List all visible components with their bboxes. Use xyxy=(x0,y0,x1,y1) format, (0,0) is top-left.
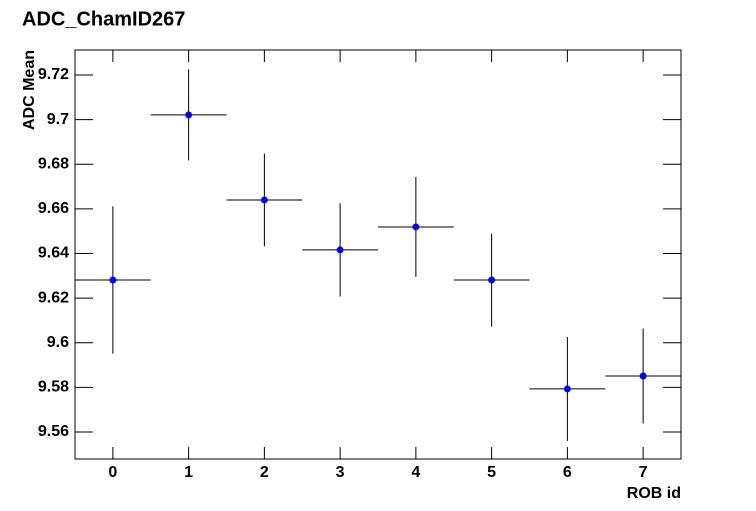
point xyxy=(185,111,193,119)
y-tick-label: 9.62 xyxy=(38,289,69,306)
x-tick-label: 7 xyxy=(639,464,648,481)
y-tick-label: 9.68 xyxy=(38,155,69,172)
point xyxy=(336,246,344,254)
point xyxy=(109,276,117,284)
x-tick-label: 3 xyxy=(336,464,345,481)
x-tick-label: 6 xyxy=(563,464,572,481)
y-tick-label: 9.7 xyxy=(47,111,69,128)
y-axis-title: ADC Mean xyxy=(21,50,38,130)
chart-title: ADC_ChamID267 xyxy=(22,8,185,30)
x-tick-label: 0 xyxy=(108,464,117,481)
y-tick-label: 9.56 xyxy=(38,423,69,440)
x-tick-label: 4 xyxy=(411,464,420,481)
y-tick-label: 9.64 xyxy=(38,245,69,262)
y-tick-label: 9.6 xyxy=(47,334,69,351)
y-tick-label: 9.72 xyxy=(38,66,69,83)
y-tick-label: 9.58 xyxy=(38,379,69,396)
x-tick-label: 5 xyxy=(487,464,496,481)
x-axis-title: ROB id xyxy=(627,485,681,502)
x-tick-label: 1 xyxy=(184,464,193,481)
point xyxy=(639,372,647,380)
point xyxy=(563,385,571,393)
point xyxy=(260,196,268,204)
point xyxy=(488,276,496,284)
plot-frame xyxy=(74,49,682,460)
x-tick-label: 2 xyxy=(260,464,269,481)
y-tick-label: 9.66 xyxy=(38,200,69,217)
point xyxy=(412,223,420,231)
